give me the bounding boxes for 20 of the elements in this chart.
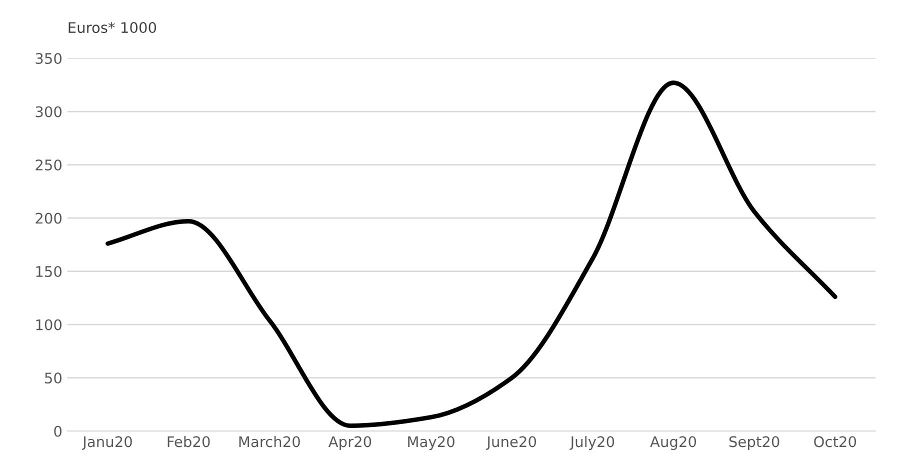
y-tick-label: 250	[36, 159, 62, 171]
x-tick-label: Oct20	[814, 436, 856, 448]
y-axis-title: Euros* 1000	[68, 22, 156, 34]
y-tick-label: 0	[54, 426, 62, 437]
x-tick-label: Aug20	[650, 436, 696, 450]
x-tick-label: Feb20	[168, 436, 210, 448]
y-tick-label: 100	[36, 319, 62, 330]
y-tick-label: 150	[36, 266, 62, 278]
y-tick-label: 350	[36, 52, 62, 64]
x-tick-label: July20	[570, 436, 614, 450]
x-tick-label: Apr20	[328, 436, 372, 450]
x-tick-label: Janu20	[82, 436, 132, 450]
y-tick-label: 200	[36, 212, 62, 224]
y-tick-label: 300	[36, 106, 62, 118]
x-tick-label: May20	[408, 436, 454, 450]
x-tick-label: March20	[239, 436, 300, 448]
x-tick-label: Sept20	[729, 436, 780, 450]
line-series	[106, 80, 838, 428]
x-tick-label: June20	[486, 436, 536, 450]
y-tick-label: 50	[45, 372, 62, 384]
